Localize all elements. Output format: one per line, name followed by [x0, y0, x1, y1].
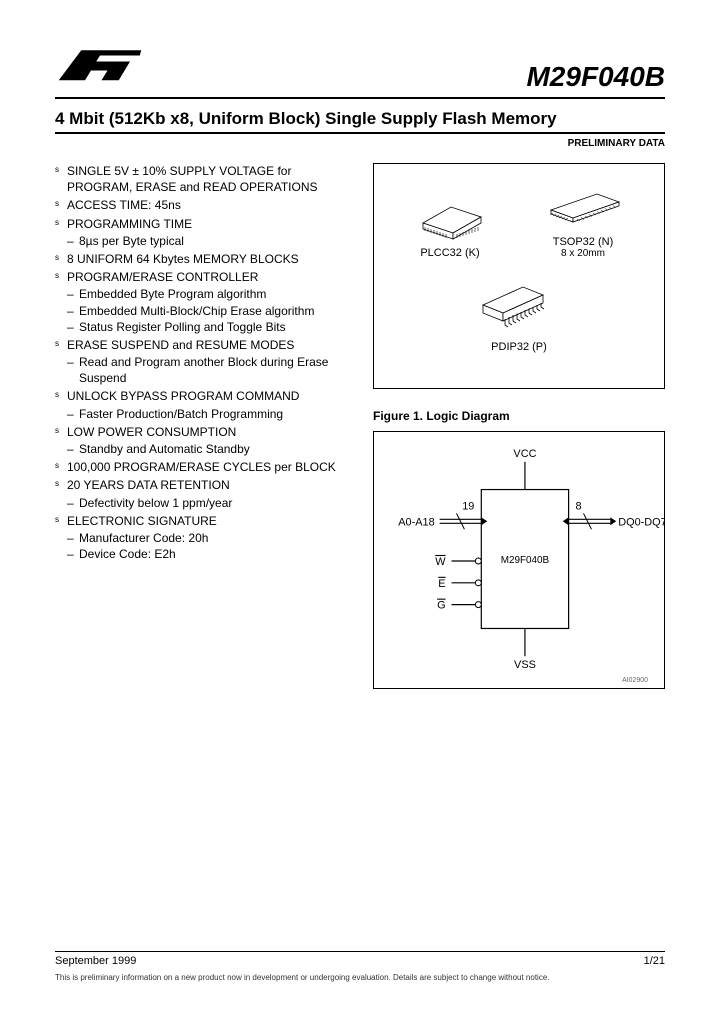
features-column: SINGLE 5V ± 10% SUPPLY VOLTAGE for PROGR… [55, 163, 355, 689]
svg-text:DQ0-DQ7: DQ0-DQ7 [618, 516, 664, 528]
feature-item: PROGRAMMING TIME8µs per Byte typical [55, 216, 355, 249]
right-column: PLCC32 (K) TSOP32 (N) [373, 163, 665, 689]
feature-subitem: Defectivity below 1 ppm/year [67, 495, 355, 511]
feature-subitem: Standby and Automatic Standby [67, 441, 355, 457]
footer: September 1999 1/21 [55, 951, 665, 967]
feature-subitem: Embedded Byte Program algorithm [67, 286, 355, 302]
main-content: SINGLE 5V ± 10% SUPPLY VOLTAGE for PROGR… [55, 163, 665, 689]
feature-item: LOW POWER CONSUMPTIONStandby and Automat… [55, 424, 355, 457]
package-pdip: PDIP32 (P) [469, 279, 569, 353]
package-plcc: PLCC32 (K) [411, 193, 489, 259]
st-logo [55, 45, 145, 93]
footer-page: 1/21 [644, 955, 665, 967]
features-list: SINGLE 5V ± 10% SUPPLY VOLTAGE for PROGR… [55, 163, 355, 562]
feature-item: ERASE SUSPEND and RESUME MODESRead and P… [55, 337, 355, 387]
svg-text:W: W [435, 556, 446, 568]
svg-text:19: 19 [462, 500, 474, 512]
svg-text:A0-A18: A0-A18 [398, 516, 434, 528]
feature-subitem: Status Register Polling and Toggle Bits [67, 319, 355, 335]
svg-text:VCC: VCC [513, 448, 536, 460]
disclaimer: This is preliminary information on a new… [55, 973, 665, 982]
logic-diagram: VCC VSS 19 A0-A18 8 DQ0-DQ7 [374, 432, 664, 688]
feature-subitem: 8µs per Byte typical [67, 233, 355, 249]
feature-subitem: Read and Program another Block during Er… [67, 354, 355, 386]
feature-subitem: Device Code: E2h [67, 546, 355, 562]
subtitle-row: 4 Mbit (512Kb x8, Uniform Block) Single … [55, 109, 665, 134]
feature-item: 100,000 PROGRAM/ERASE CYCLES per BLOCK [55, 459, 355, 475]
svg-text:E: E [438, 578, 445, 590]
feature-item: 8 UNIFORM 64 Kbytes MEMORY BLOCKS [55, 251, 355, 267]
part-number: M29F040B [526, 61, 665, 93]
pdip-label: PDIP32 (P) [469, 341, 569, 353]
feature-item: ACCESS TIME: 45ns [55, 197, 355, 213]
feature-item: ELECTRONIC SIGNATUREManufacturer Code: 2… [55, 513, 355, 563]
svg-text:M29F040B: M29F040B [501, 555, 550, 566]
svg-text:AI02900: AI02900 [622, 677, 648, 684]
packages-box: PLCC32 (K) TSOP32 (N) [373, 163, 665, 389]
feature-item: UNLOCK BYPASS PROGRAM COMMANDFaster Prod… [55, 388, 355, 421]
feature-subitem: Manufacturer Code: 20h [67, 530, 355, 546]
preliminary-label: PRELIMINARY DATA [55, 138, 665, 149]
tsop-label: TSOP32 (N) [539, 236, 627, 248]
subtitle: 4 Mbit (512Kb x8, Uniform Block) Single … [55, 109, 665, 129]
figure1-title: Figure 1. Logic Diagram [373, 409, 665, 423]
feature-item: 20 YEARS DATA RETENTIONDefectivity below… [55, 477, 355, 510]
package-tsop: TSOP32 (N) 8 x 20mm [539, 182, 627, 259]
svg-text:G: G [437, 600, 445, 612]
tsop-sublabel: 8 x 20mm [539, 248, 627, 259]
footer-date: September 1999 [55, 955, 136, 967]
header: M29F040B [55, 45, 665, 99]
feature-item: PROGRAM/ERASE CONTROLLEREmbedded Byte Pr… [55, 269, 355, 335]
svg-text:8: 8 [576, 500, 582, 512]
feature-subitem: Embedded Multi-Block/Chip Erase algorith… [67, 303, 355, 319]
feature-item: SINGLE 5V ± 10% SUPPLY VOLTAGE for PROGR… [55, 163, 355, 195]
svg-text:VSS: VSS [514, 659, 536, 671]
logic-diagram-box: VCC VSS 19 A0-A18 8 DQ0-DQ7 [373, 431, 665, 689]
feature-subitem: Faster Production/Batch Programming [67, 406, 355, 422]
plcc-label: PLCC32 (K) [411, 247, 489, 259]
